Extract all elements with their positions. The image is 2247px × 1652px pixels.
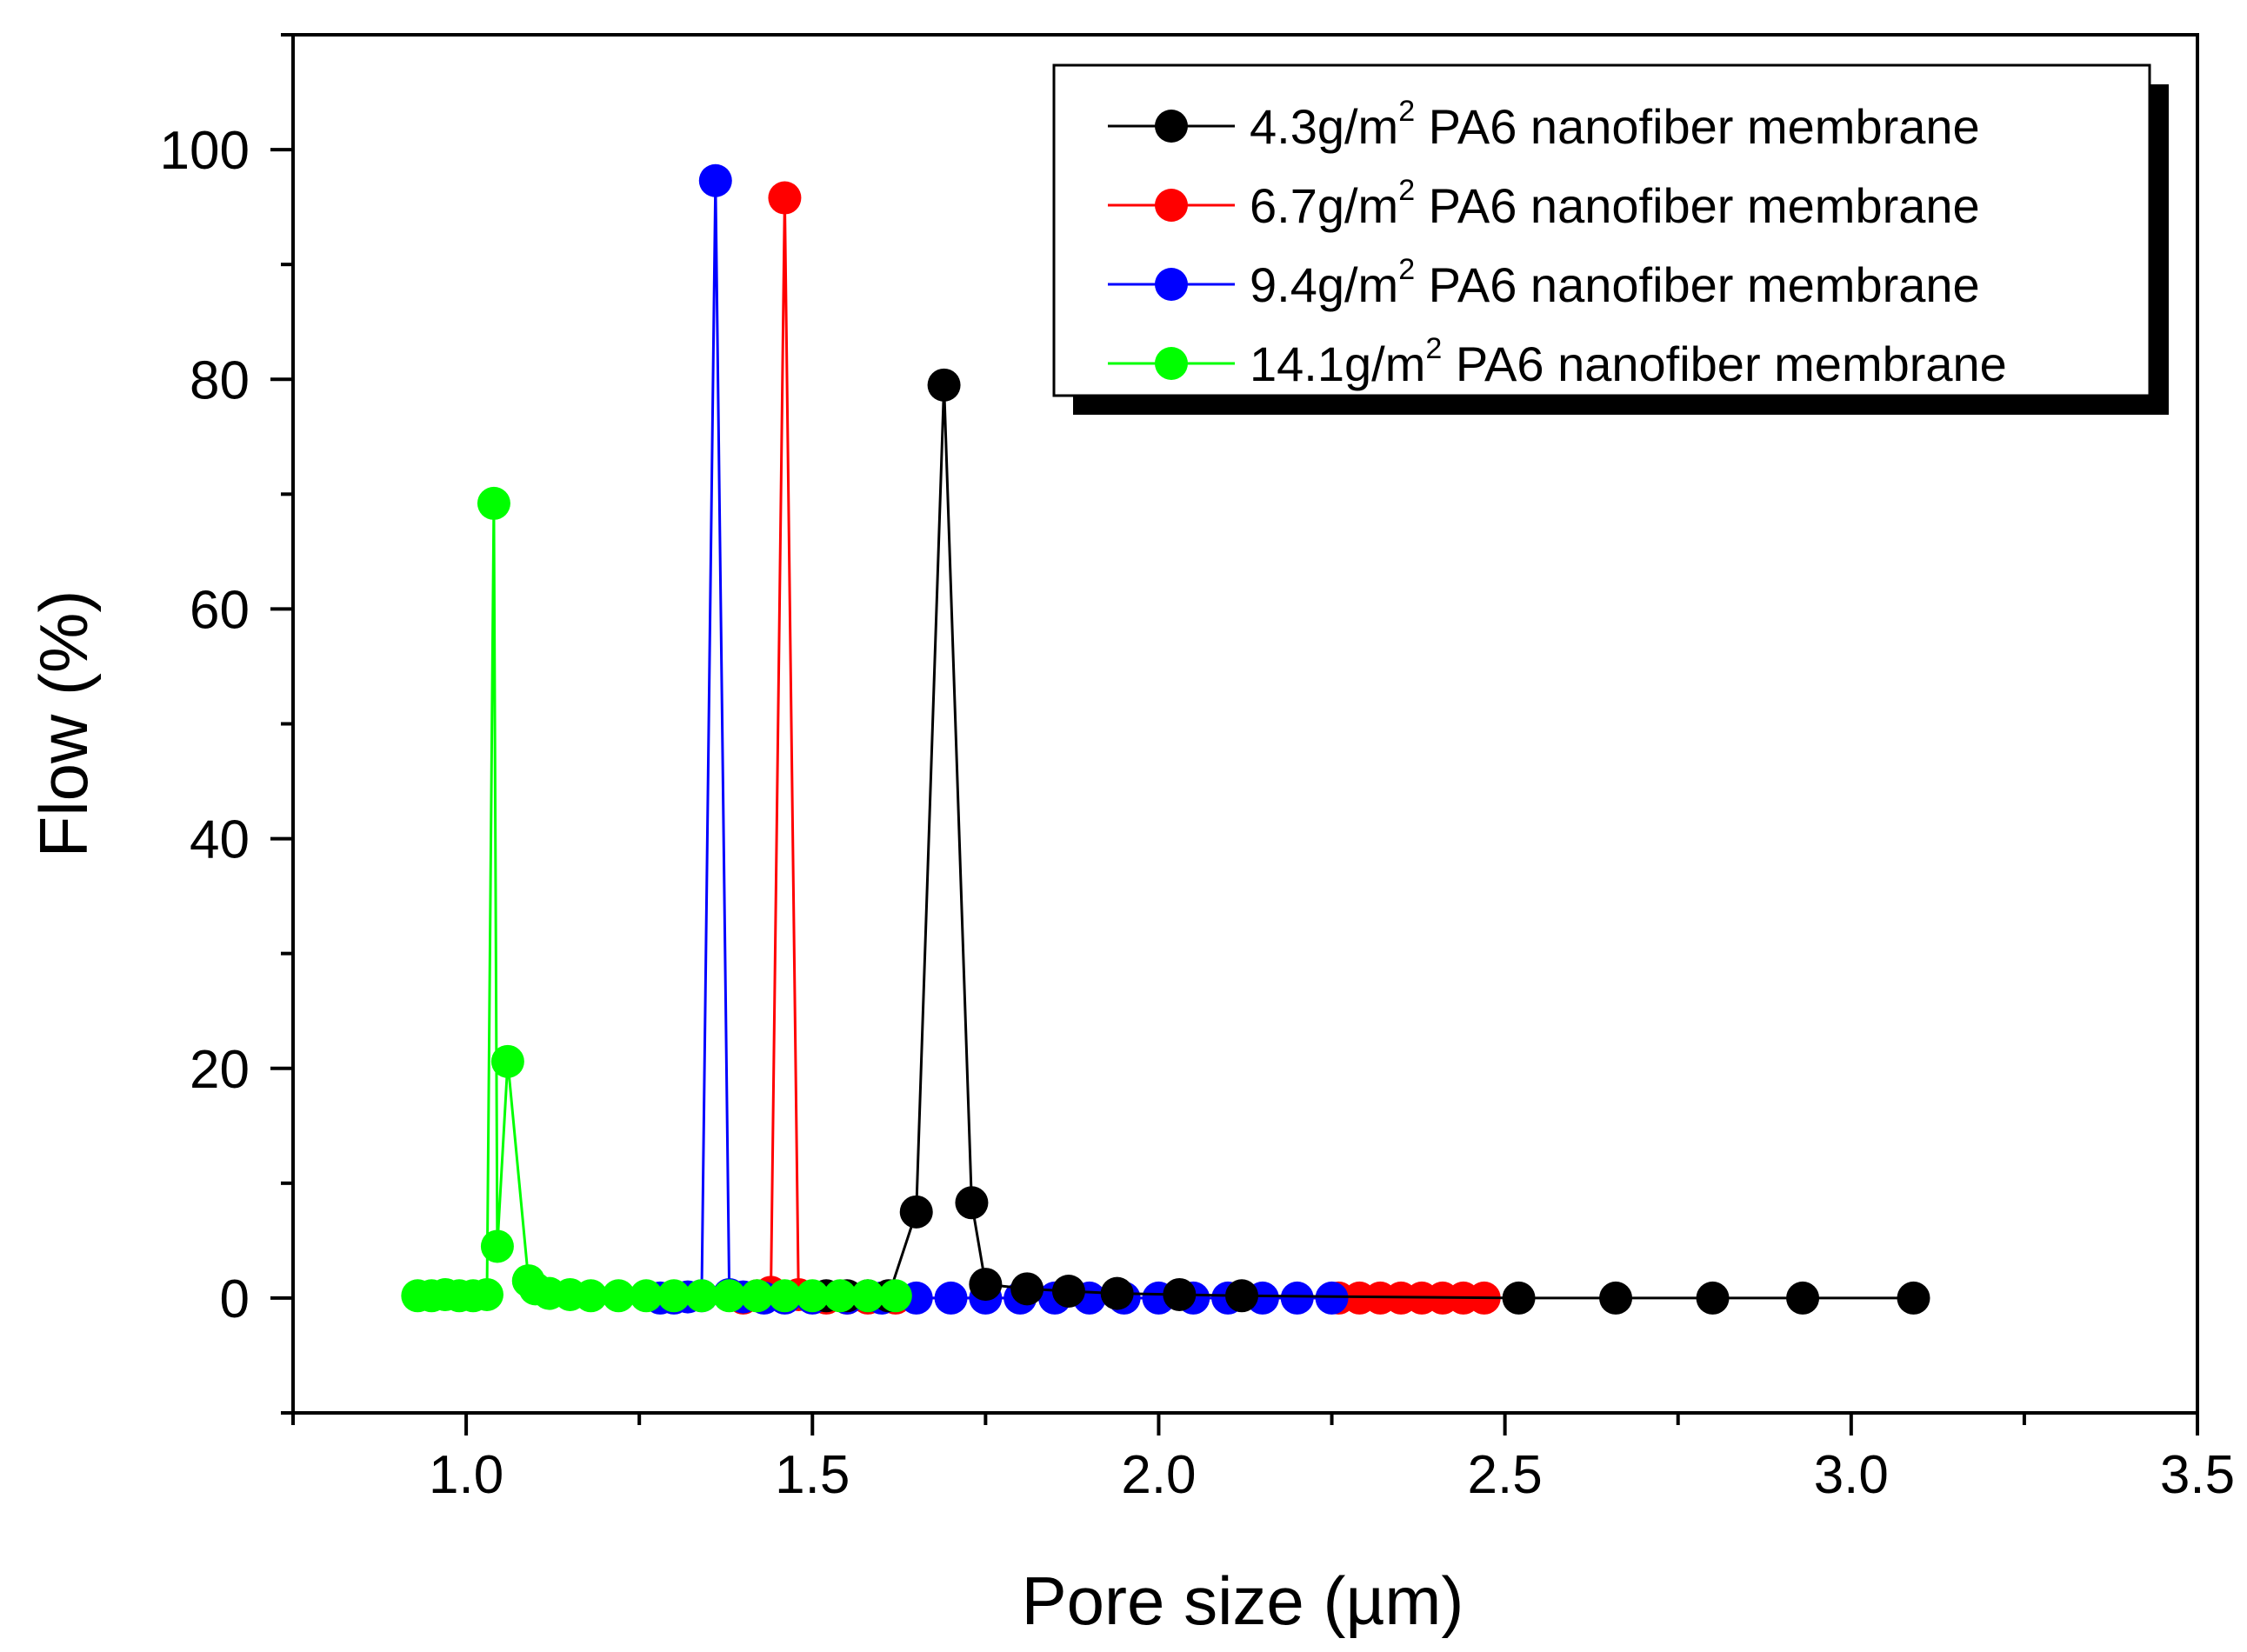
x-axis-title: Pore size (µm)	[1022, 1562, 1464, 1639]
x-tick-label: 2.0	[1121, 1445, 1196, 1505]
x-tick-label: 1.5	[775, 1445, 850, 1505]
legend-marker	[1155, 268, 1188, 301]
legend-entry: 6.7g/m2 PA6 nanofiber membrane	[1108, 174, 1980, 233]
series-0	[810, 368, 1930, 1315]
legend-label-superscript: 2	[1398, 253, 1415, 286]
data-point	[602, 1279, 636, 1313]
x-tick-label: 1.0	[429, 1445, 503, 1505]
y-tick-label: 40	[190, 810, 250, 870]
legend-label-superscript: 2	[1398, 95, 1415, 128]
legend-label-suffix: PA6 nanofiber membrane	[1415, 257, 1980, 312]
data-point	[698, 163, 732, 197]
data-point	[1315, 1281, 1349, 1315]
legend-label-main: 4.3g/m	[1250, 99, 1398, 154]
legend-label-suffix: PA6 nanofiber membrane	[1415, 99, 1980, 154]
legend-label-superscript: 2	[1398, 174, 1415, 207]
legend-label-main: 9.4g/m	[1250, 257, 1398, 312]
data-point	[574, 1279, 608, 1313]
data-point	[955, 1186, 989, 1220]
legend-label: 4.3g/m2 PA6 nanofiber membrane	[1250, 95, 1980, 154]
data-point	[969, 1268, 1003, 1302]
x-tick-label: 3.0	[1814, 1445, 1889, 1505]
data-point	[1280, 1281, 1314, 1315]
legend-box	[1052, 63, 2151, 397]
legend-marker	[1155, 189, 1188, 222]
legend-label-suffix: PA6 nanofiber membrane	[1442, 336, 2007, 391]
x-tick-label: 2.5	[1468, 1445, 1543, 1505]
y-tick-label: 0	[220, 1269, 250, 1329]
data-point	[1100, 1276, 1134, 1310]
y-tick-label: 60	[190, 580, 250, 640]
data-point	[1786, 1281, 1820, 1315]
legend-entry: 9.4g/m2 PA6 nanofiber membrane	[1108, 253, 1980, 312]
y-tick-label: 20	[190, 1040, 250, 1100]
x-tick-label: 3.5	[2160, 1445, 2235, 1505]
data-point	[878, 1279, 912, 1313]
data-point	[1502, 1281, 1536, 1315]
data-point	[657, 1279, 690, 1313]
data-point	[899, 1195, 933, 1229]
data-point	[684, 1279, 718, 1313]
y-tick-label: 80	[190, 350, 250, 410]
legend-label: 14.1g/m2 PA6 nanofiber membrane	[1250, 332, 2007, 391]
data-point	[1897, 1281, 1930, 1315]
data-point	[477, 486, 510, 520]
legend-label-superscript: 2	[1425, 332, 1442, 365]
legend-label-main: 14.1g/m	[1250, 336, 1425, 391]
data-point	[823, 1279, 857, 1313]
series-line	[417, 503, 896, 1297]
series-3	[401, 486, 912, 1313]
legend-label-suffix: PA6 nanofiber membrane	[1415, 178, 1980, 233]
data-point	[480, 1229, 514, 1263]
data-point	[1163, 1277, 1197, 1311]
legend-marker	[1155, 347, 1188, 380]
series-layer	[401, 163, 1930, 1315]
data-point	[934, 1281, 968, 1315]
data-point	[796, 1279, 830, 1313]
data-point	[1599, 1281, 1633, 1315]
data-point	[850, 1279, 884, 1313]
data-point	[1051, 1274, 1085, 1308]
series-line	[826, 384, 1914, 1300]
legend-entry: 4.3g/m2 PA6 nanofiber membrane	[1108, 95, 1980, 154]
data-point	[712, 1279, 746, 1313]
data-point	[1010, 1272, 1044, 1306]
legend-entry: 14.1g/m2 PA6 nanofiber membrane	[1108, 332, 2007, 391]
tick-labels: 1.0 1.5 2.0 2.5 3.0 3.5 0 20 40 60 80 100	[160, 121, 2236, 1505]
axes	[270, 33, 2199, 1436]
data-point	[768, 181, 802, 215]
data-point	[740, 1279, 774, 1313]
legend-marker	[1155, 110, 1188, 143]
legend-label: 9.4g/m2 PA6 nanofiber membrane	[1250, 253, 1980, 312]
legend-label: 6.7g/m2 PA6 nanofiber membrane	[1250, 174, 1980, 233]
legend-label-main: 6.7g/m	[1250, 178, 1398, 233]
data-point	[1225, 1279, 1259, 1313]
data-point	[768, 1279, 802, 1313]
data-point	[927, 368, 961, 402]
y-tick-label: 100	[160, 121, 250, 181]
data-point	[630, 1279, 663, 1313]
data-point	[490, 1044, 524, 1078]
data-point	[1696, 1281, 1730, 1315]
data-point	[470, 1277, 503, 1311]
y-axis-title: Flow (%)	[25, 590, 102, 858]
